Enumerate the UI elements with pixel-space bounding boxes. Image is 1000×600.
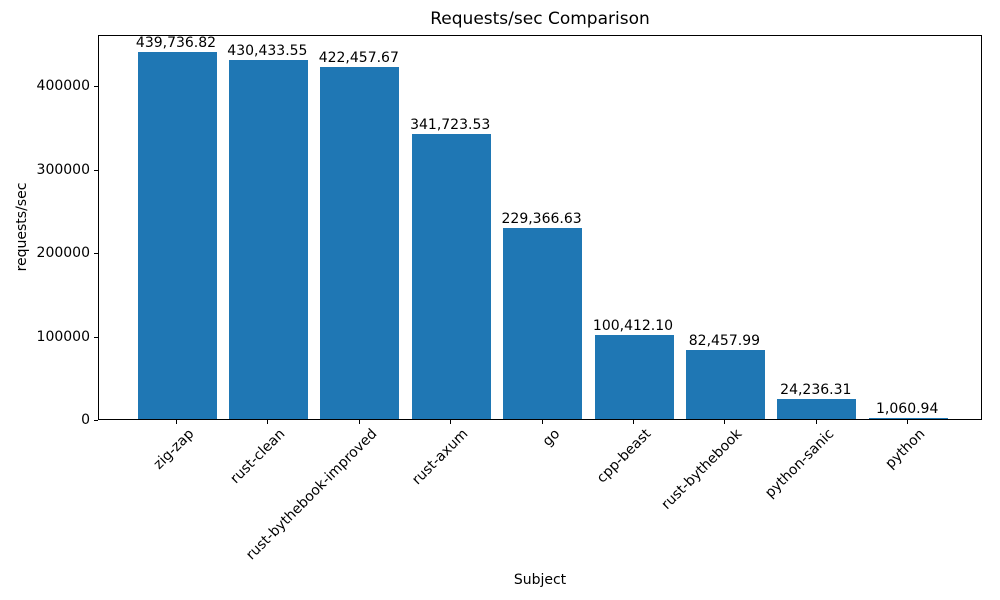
y-tick-mark <box>94 420 98 421</box>
bar-rust-clean <box>228 60 308 419</box>
y-tick-label: 400000 <box>36 78 90 95</box>
bar-value-label: 430,433.55 <box>227 43 308 60</box>
bar-value-label: 24,236.31 <box>780 381 852 398</box>
bar-rust-axum <box>411 134 491 419</box>
bar-value-label: 439,736.82 <box>135 35 217 52</box>
bar-python <box>868 418 948 419</box>
x-tick-label-rust-bythebook: rust-bythebook <box>658 426 746 513</box>
x-tick-mark <box>633 420 634 424</box>
chart-title: Requests/sec Comparison <box>430 9 650 29</box>
x-tick-mark <box>815 420 817 424</box>
bar-value-label: 422,457.67 <box>318 49 399 66</box>
x-tick-label-zig-zap: zig-zap <box>150 426 198 473</box>
x-tick-label-python: python <box>882 426 929 472</box>
y-tick-label: 300000 <box>36 161 90 178</box>
bar-value-label: 1,060.94 <box>876 401 939 417</box>
x-tick-label-rust-clean: rust-clean <box>227 426 289 487</box>
x-tick-mark <box>176 420 177 424</box>
bar-zig-zap <box>137 52 217 419</box>
y-tick-mark <box>94 336 98 338</box>
y-tick-label: 0 <box>81 412 90 428</box>
bar-go <box>503 227 583 419</box>
x-tick-mark <box>358 420 360 424</box>
x-axis-label: Subject <box>513 572 567 588</box>
x-tick-label-python-sanic: python-sanic <box>761 426 838 502</box>
x-tick-mark <box>907 420 909 424</box>
x-tick-label-rust-axum: rust-axum <box>409 426 472 489</box>
x-tick-label-go: go <box>539 426 563 450</box>
bar-value-label: 100,412.10 <box>592 318 674 335</box>
y-tick-mark <box>94 253 98 255</box>
bar-rust-bythebook-improved <box>320 66 400 419</box>
y-tick-mark <box>94 86 98 88</box>
bar-python-sanic <box>777 398 857 419</box>
bar-rust-bythebook <box>685 350 765 419</box>
y-tick-label: 100000 <box>36 328 90 345</box>
bar-value-label: 229,366.63 <box>501 210 582 227</box>
bar-value-label: 341,723.53 <box>410 117 491 134</box>
x-tick-mark <box>450 420 452 424</box>
bar-cpp-beast <box>594 335 674 419</box>
x-tick-mark <box>267 420 269 424</box>
x-tick-mark <box>724 420 726 424</box>
bar-value-label: 82,457.99 <box>688 333 761 350</box>
y-tick-mark <box>94 169 98 171</box>
x-tick-mark <box>541 420 543 424</box>
plot-area <box>98 35 982 420</box>
y-tick-label: 200000 <box>36 245 90 262</box>
x-tick-label-cpp-beast: cpp-beast <box>593 426 655 487</box>
